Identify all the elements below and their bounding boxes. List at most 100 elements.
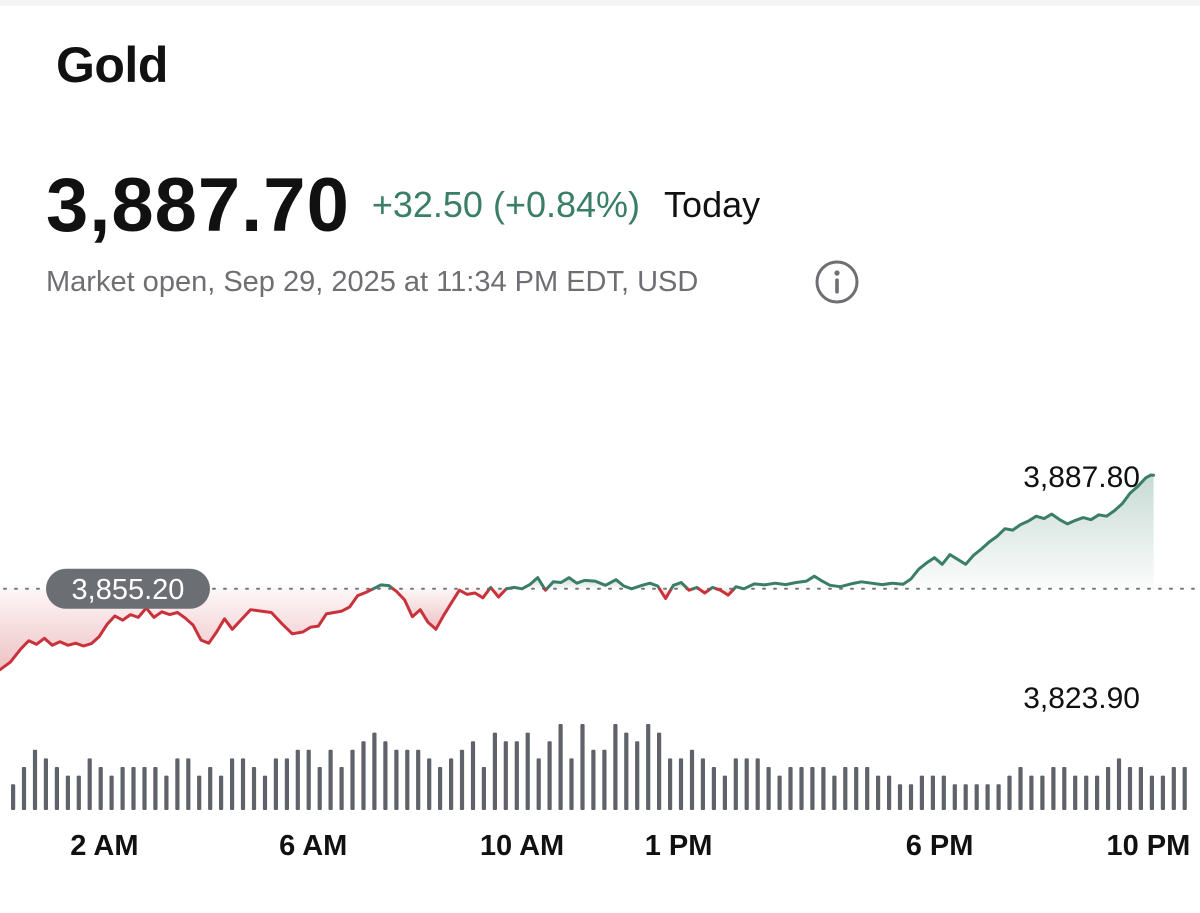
current-price: 3,887.70 [46,162,350,248]
volume-bar [1182,767,1187,810]
volume-bar [1018,767,1023,810]
volume-bar [843,767,848,810]
x-tick-label: 10 PM [1106,830,1190,862]
volume-bar [821,767,826,810]
volume-bar [908,784,914,810]
x-tick-label: 6 AM [279,830,347,862]
volume-bar [98,767,103,810]
volume-bar [941,775,946,810]
volume-bar [481,767,486,810]
volume-bar [1062,767,1067,810]
volume-bar [996,784,1001,810]
volume-bar [32,749,38,810]
volume-bar [711,767,716,810]
volume-bar [131,767,136,810]
volume-bar [361,741,366,810]
volume-bar [350,749,355,810]
volume-bar [405,749,410,810]
info-circle-icon[interactable] [813,258,861,306]
volume-bar [1040,775,1045,810]
area-above-close [671,582,688,589]
volume-bar [810,767,815,810]
volume-bar [219,775,224,810]
x-axis-ticks: 2 AM 6 AM 10 AM 1 PM 6 PM 10 PM [70,830,1190,862]
line-segment-up [371,583,395,591]
volume-bar [865,767,870,810]
low-label: 3,823.90 [1023,682,1140,715]
volume-bar [930,775,935,810]
line-segment-down [714,587,736,597]
price-line [0,473,1156,672]
volume-bar [43,758,48,810]
volume-bar [536,758,541,810]
previous-close-badge-bg [46,568,210,609]
volume-bar [799,767,804,810]
volume-bar [438,767,443,810]
volume-bar [1116,758,1122,810]
volume-bar [854,767,859,810]
volume-bar [602,749,607,810]
line-segment-up [545,576,661,591]
volume-bar [470,741,476,810]
volume-bar [1051,767,1056,810]
area-above-close [734,475,1154,589]
volume-bar [558,724,563,810]
volume-bar [120,767,125,810]
volume-bar [503,741,508,810]
volume-bar [766,767,771,810]
volume-bar [952,784,957,810]
volume-bar [635,741,640,810]
volume-bar [394,749,399,810]
volume-bar [284,758,289,810]
volume-bar [21,767,27,810]
volume-bar [1127,767,1133,810]
line-segment-up [669,581,690,591]
top-bar [0,0,1200,6]
volume-bar [11,784,16,810]
volume-bar [547,741,552,810]
volume-bar [1160,775,1165,810]
volume-bar [1073,775,1078,810]
volume-bar [624,732,629,810]
volume-bar [164,775,169,810]
x-tick-label: 10 AM [480,830,564,862]
line-segment-down [697,587,713,595]
volume-bar [919,775,924,810]
volume-bar [197,775,202,810]
volume-bar [230,758,235,810]
page-title: Gold [56,37,168,93]
volume-bar [580,724,585,810]
volume-bar [788,767,793,810]
volume-bar [153,767,158,810]
volume-bar [876,775,881,810]
volume-bar [689,749,695,810]
volume-bar [1149,775,1154,810]
volume-bar [273,758,278,810]
volume-bar [208,767,213,810]
volume-bar [722,775,727,810]
line-segment-up [732,473,1156,591]
volume-bar [1106,767,1111,810]
volume-bar [887,775,892,810]
volume-bar [1029,775,1034,810]
volume-bar [142,767,147,810]
volume-bar [613,724,618,810]
high-label: 3,887.80 [1023,461,1140,494]
volume-bar [65,775,70,810]
volume-bar [427,758,432,810]
volume-bar [985,784,990,810]
volume-bar [459,749,465,810]
market-status: Market open, Sep 29, 2025 at 11:34 PM ED… [46,265,699,298]
line-segment-down [391,587,492,631]
previous-close-badge: 3,855.20 [46,568,210,609]
volume-bars [11,724,1187,810]
volume-bar [1138,767,1143,810]
volume-bar [339,767,344,810]
volume-bar [76,775,81,810]
volume-bar [1007,775,1012,810]
volume-bar [1084,775,1089,810]
volume-bar [569,758,574,810]
volume-bar [700,758,705,810]
volume-bar [306,749,311,810]
